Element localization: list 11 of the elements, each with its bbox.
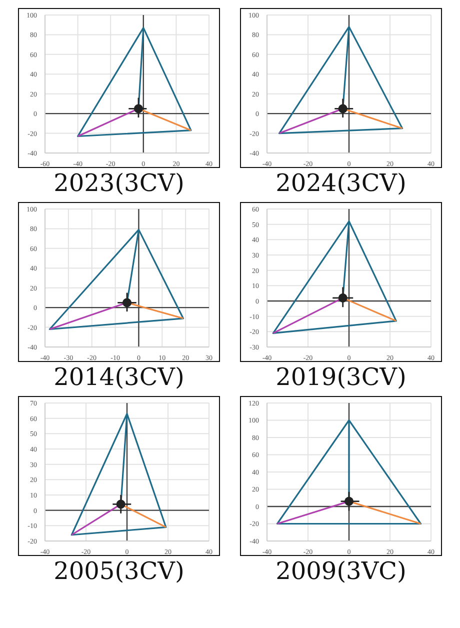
text: 2005(3CV) bbox=[54, 556, 184, 586]
text: 2024(3CV) bbox=[276, 168, 406, 198]
line-series bbox=[77, 27, 192, 138]
text: 2019(3CV) bbox=[276, 362, 406, 392]
line-series bbox=[272, 220, 397, 334]
line-series bbox=[70, 412, 167, 536]
text: 2009(3VC) bbox=[276, 556, 406, 586]
text: 2023(3CV) bbox=[54, 168, 184, 198]
text: 2014(3CV) bbox=[54, 362, 184, 392]
line-series bbox=[48, 228, 184, 330]
line-series bbox=[278, 26, 404, 134]
